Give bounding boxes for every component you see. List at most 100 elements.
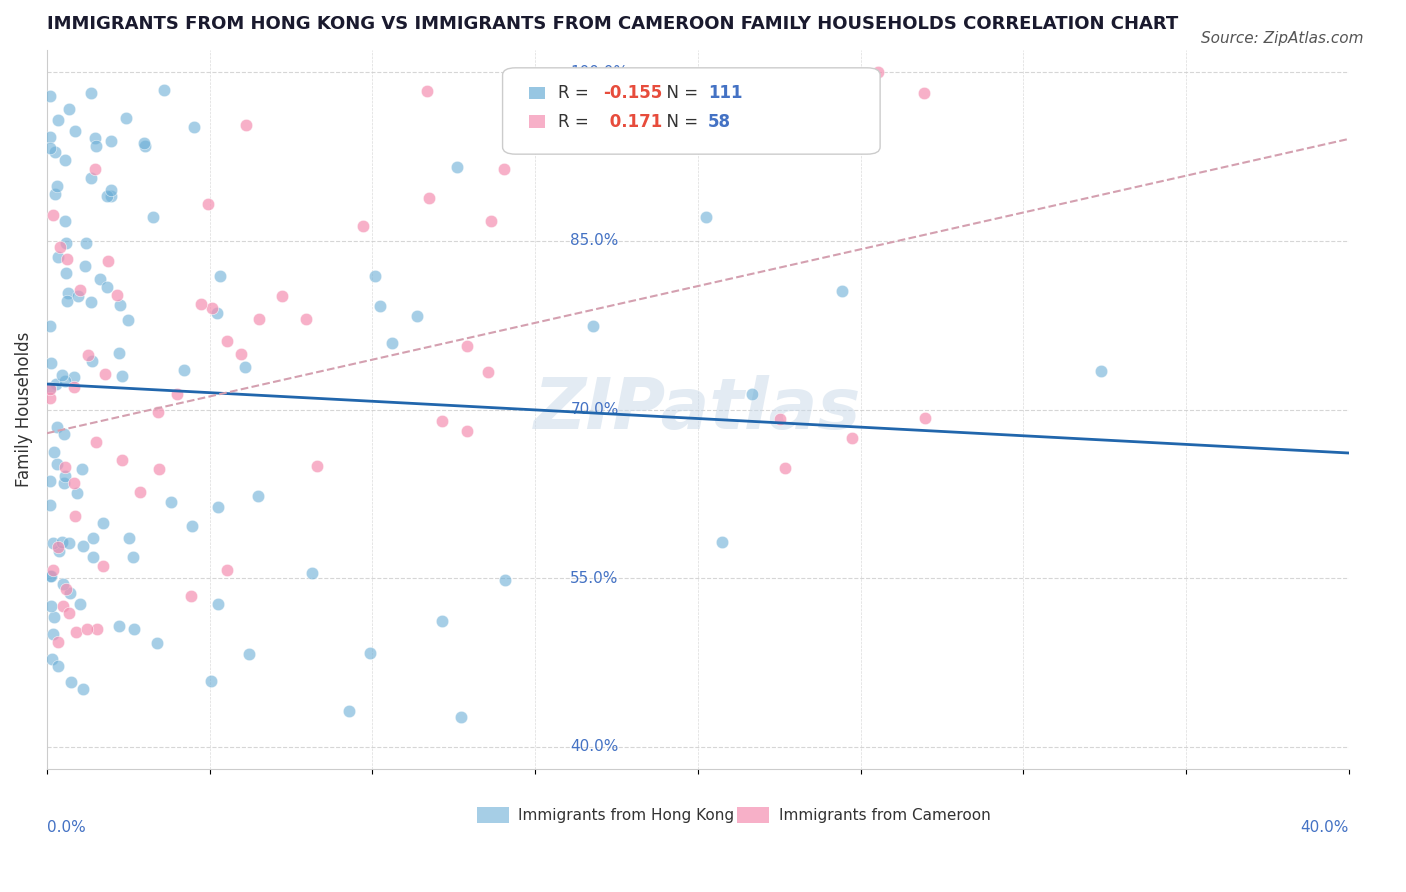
Point [55, 293, 77, 308]
Text: 58: 58 [707, 112, 731, 131]
Point [359, 646, 381, 660]
Text: N =: N = [655, 84, 703, 102]
Point [201, 301, 224, 315]
Y-axis label: Family Households: Family Households [15, 332, 32, 487]
Point [53, 214, 76, 228]
Point [76, 347, 98, 361]
Point [181, 518, 204, 533]
Point [105, 288, 128, 302]
Point [42, 626, 65, 640]
Point [39, 568, 62, 582]
Point [62, 476, 84, 491]
Point [96, 280, 118, 294]
Point [86, 623, 108, 637]
Text: 40.0%: 40.0% [571, 739, 619, 755]
Point [53, 469, 76, 483]
Point [42, 563, 65, 577]
Text: N =: N = [655, 112, 703, 131]
Point [710, 534, 733, 549]
Text: Source: ZipAtlas.com: Source: ZipAtlas.com [1201, 31, 1364, 46]
Text: Immigrants from Hong Kong: Immigrants from Hong Kong [519, 808, 734, 822]
FancyBboxPatch shape [529, 87, 546, 100]
Point [100, 134, 122, 148]
Point [63, 370, 86, 384]
Point [430, 615, 453, 629]
FancyBboxPatch shape [737, 807, 769, 823]
Point [39, 475, 62, 489]
Point [108, 619, 131, 633]
Point [65, 508, 87, 523]
Point [432, 414, 454, 428]
Point [58, 606, 80, 620]
Text: Immigrants from Cameroon: Immigrants from Cameroon [779, 808, 990, 822]
Point [456, 339, 478, 353]
Point [55, 582, 77, 597]
Point [52, 476, 75, 491]
Point [100, 189, 122, 203]
Point [866, 65, 889, 79]
Point [418, 191, 440, 205]
Point [153, 83, 176, 97]
Point [183, 120, 205, 135]
Point [494, 573, 516, 587]
Point [118, 531, 141, 545]
Point [492, 162, 515, 177]
Point [142, 210, 165, 224]
Point [39, 381, 62, 395]
Point [207, 306, 229, 320]
Point [46, 634, 69, 648]
Point [51, 368, 73, 383]
Point [45, 420, 67, 434]
Text: R =: R = [558, 84, 593, 102]
Point [42, 536, 65, 550]
Point [912, 86, 935, 100]
Point [233, 359, 256, 374]
Text: 111: 111 [707, 84, 742, 102]
Point [134, 139, 156, 153]
Point [82, 532, 104, 546]
Point [39, 599, 62, 613]
Point [63, 380, 86, 394]
Point [305, 459, 328, 474]
Point [58, 286, 80, 301]
Point [59, 585, 82, 599]
Point [146, 636, 169, 650]
Point [190, 296, 212, 310]
Point [337, 704, 360, 718]
Point [695, 210, 717, 224]
Point [582, 319, 605, 334]
Point [39, 382, 62, 396]
Point [45, 457, 67, 471]
Point [160, 495, 183, 509]
Point [229, 346, 252, 360]
FancyBboxPatch shape [529, 115, 546, 128]
Point [89, 272, 111, 286]
Point [207, 598, 229, 612]
Point [53, 459, 76, 474]
Point [39, 141, 62, 155]
Point [94, 367, 117, 381]
Point [59, 675, 82, 690]
Point [381, 335, 404, 350]
Point [39, 498, 62, 512]
Point [741, 387, 763, 401]
Point [86, 139, 108, 153]
Text: ZIPatlas: ZIPatlas [534, 375, 862, 444]
Point [200, 673, 222, 688]
Point [217, 334, 239, 348]
Text: IMMIGRANTS FROM HONG KONG VS IMMIGRANTS FROM CAMEROON FAMILY HOUSEHOLDS CORRELAT: IMMIGRANTS FROM HONG KONG VS IMMIGRANTS … [46, 15, 1178, 33]
Point [368, 299, 391, 313]
Point [72, 540, 94, 554]
Point [52, 426, 75, 441]
Point [364, 268, 387, 283]
Text: 0.171: 0.171 [603, 112, 662, 131]
Point [769, 411, 792, 425]
Point [52, 577, 75, 591]
Point [207, 500, 229, 515]
Text: 40.0%: 40.0% [1301, 820, 1348, 835]
Point [46, 541, 69, 555]
Point [70, 461, 93, 475]
Point [108, 297, 131, 311]
Point [67, 289, 90, 303]
Text: 0.0%: 0.0% [46, 820, 86, 835]
